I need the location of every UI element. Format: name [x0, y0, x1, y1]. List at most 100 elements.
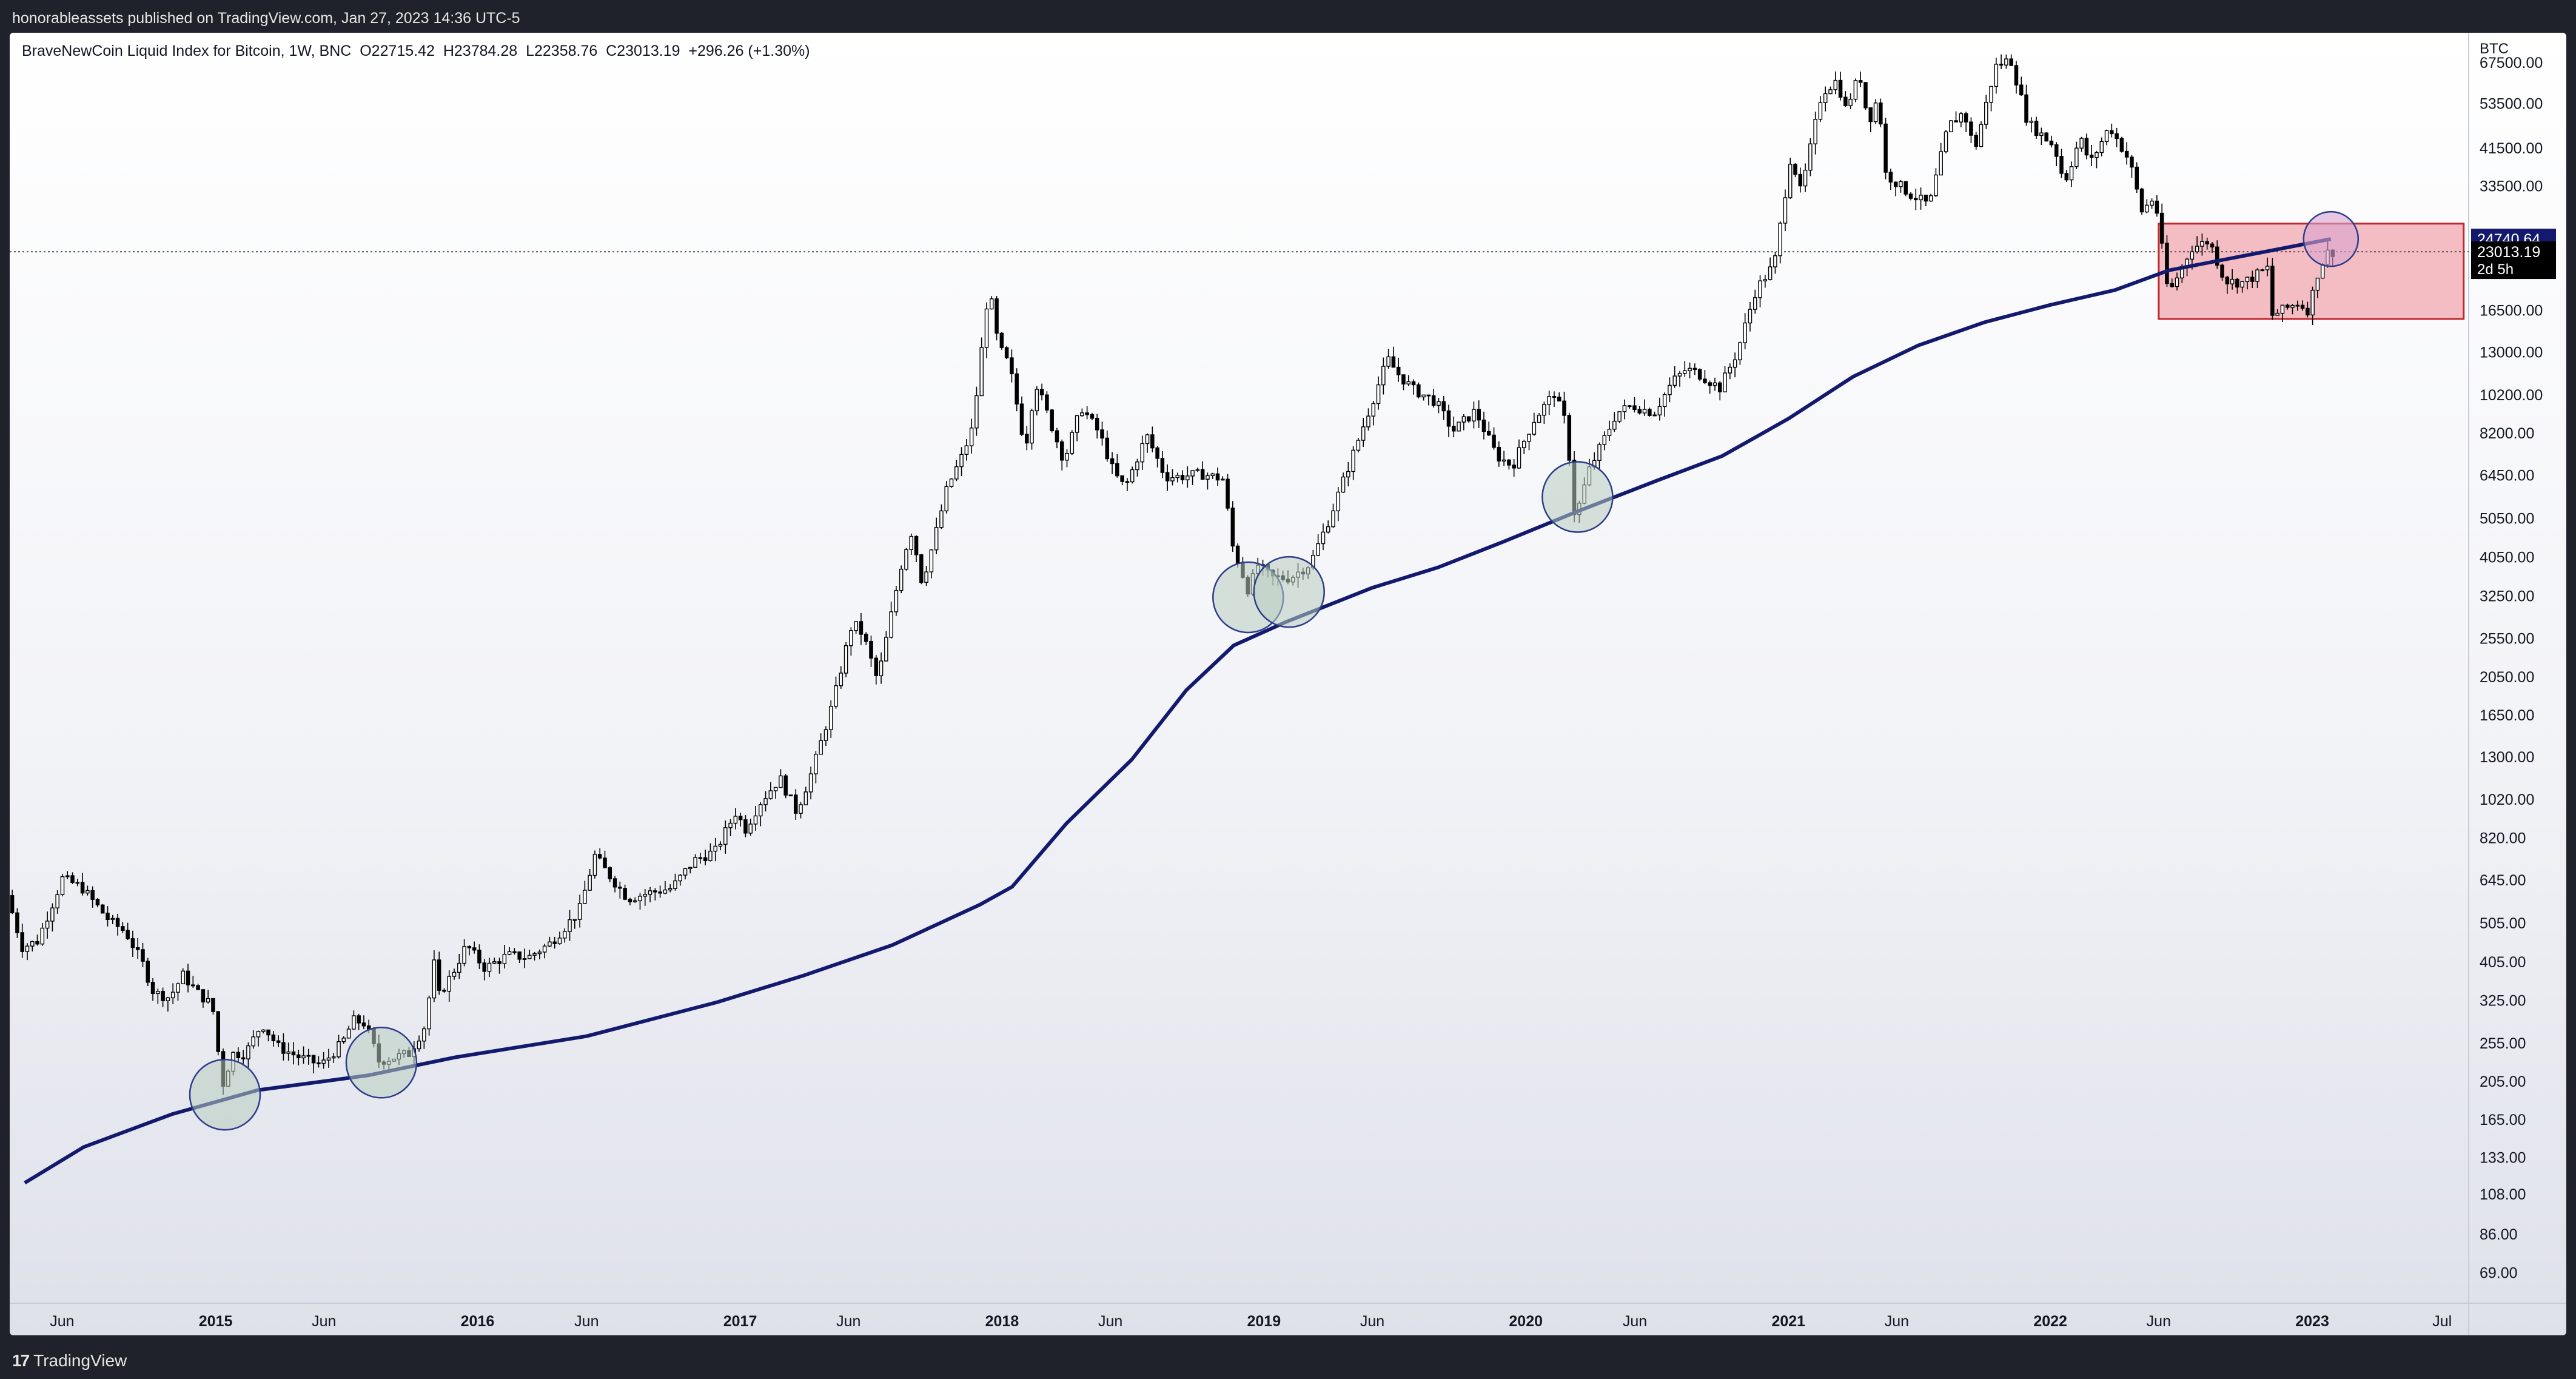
- candle-body: [1095, 418, 1099, 431]
- candle-body: [568, 919, 572, 932]
- candles: [10, 54, 2335, 1095]
- candle-body: [90, 890, 95, 900]
- candle-body: [2275, 312, 2279, 316]
- candle-body: [337, 1041, 341, 1058]
- candle-body: [904, 549, 908, 570]
- footer-bar: 17 TradingView: [0, 1335, 2576, 1379]
- candle-body: [30, 941, 35, 947]
- candle-body: [828, 706, 833, 730]
- candle-body: [286, 1051, 290, 1054]
- candle-body: [668, 888, 673, 891]
- candle-body: [1959, 113, 1964, 122]
- candle-body: [1426, 394, 1431, 397]
- support-touch-circle: [1253, 555, 1325, 628]
- candle-body: [517, 951, 522, 960]
- candle-body: [50, 907, 55, 922]
- time-tick-label: 2018: [985, 1313, 1019, 1330]
- time-tick-label: Jun: [50, 1313, 74, 1330]
- time-tick-label: Jun: [1360, 1313, 1384, 1330]
- candle-body: [100, 904, 105, 914]
- candle-body: [1120, 475, 1124, 482]
- candle-body: [191, 984, 195, 987]
- candle-body: [632, 900, 637, 902]
- price-tick-label: 1650.00: [2480, 707, 2534, 724]
- candle-body: [1321, 531, 1326, 545]
- candle-body: [1170, 477, 1175, 481]
- candle-body: [673, 880, 677, 889]
- candle-body: [2075, 147, 2079, 167]
- candle-body: [969, 428, 974, 446]
- price-tick-label: 8200.00: [2480, 425, 2534, 442]
- chart-panel[interactable]: BTC 67500.00 53500.00 41500.00 33500.00 16500…: [10, 33, 2566, 1335]
- candle-body: [995, 298, 999, 334]
- candle-body: [1708, 382, 1712, 386]
- candle-body: [1873, 102, 1878, 122]
- candle-body: [1642, 409, 1647, 414]
- candle-body: [261, 1029, 266, 1032]
- candle-body: [2019, 84, 2024, 96]
- tradingview-brand: TradingView: [33, 1351, 127, 1370]
- candle-body: [779, 775, 783, 788]
- candle-body: [612, 878, 617, 888]
- candle-body: [161, 991, 165, 1002]
- price-tick-label: 3250.00: [2480, 588, 2534, 605]
- candle-body: [1090, 414, 1095, 419]
- candle-body: [1150, 434, 1155, 449]
- candle-body: [1186, 475, 1190, 480]
- price-tick-label: 16500.00: [2480, 302, 2543, 319]
- candle-body: [251, 1036, 255, 1047]
- support-touch-circle: [189, 1058, 261, 1131]
- candle-body: [924, 571, 928, 583]
- candle-body: [146, 961, 150, 983]
- candle-body: [2014, 65, 2019, 86]
- price-tick-label: 645.00: [2480, 872, 2526, 889]
- candle-body: [803, 791, 808, 805]
- candle-body: [15, 912, 19, 933]
- candle-body: [944, 486, 949, 512]
- candle-body: [1668, 384, 1672, 395]
- candle-body: [919, 554, 924, 583]
- candle-body: [718, 844, 723, 847]
- candle-body: [1888, 172, 1893, 183]
- candle-body: [949, 478, 954, 488]
- price-tick-label: 2550.00: [2480, 631, 2534, 648]
- candle-body: [929, 549, 934, 572]
- candle-body: [548, 941, 552, 947]
- candle-body: [2159, 212, 2164, 244]
- candle-body: [1542, 404, 1546, 416]
- candle-body: [110, 918, 115, 920]
- candle-body: [121, 926, 125, 931]
- current-touch-circle: [2303, 210, 2360, 267]
- candle-body: [1180, 475, 1185, 480]
- candle-body: [1858, 80, 1863, 83]
- candle-body: [1100, 429, 1104, 439]
- candle-body: [20, 932, 24, 952]
- price-tick-label: 67500.00: [2480, 55, 2543, 72]
- candle-body: [1808, 143, 1813, 171]
- candle-body: [678, 874, 683, 882]
- candle-body: [2084, 138, 2089, 156]
- price-tick-label: 1300.00: [2480, 749, 2534, 766]
- candle-body: [1677, 372, 1682, 377]
- candle-body: [1110, 458, 1115, 465]
- candle-body: [1135, 461, 1139, 471]
- candle-body: [1492, 434, 1496, 448]
- candle-body: [1622, 405, 1627, 412]
- candle-body: [1381, 366, 1386, 386]
- candle-body: [763, 798, 768, 805]
- candle-body: [1989, 86, 1993, 103]
- candle-body: [1954, 120, 1958, 122]
- candle-body: [1748, 309, 1753, 324]
- candle-body: [743, 819, 748, 834]
- price-tick-label: 205.00: [2480, 1073, 2526, 1090]
- candle-body: [542, 945, 547, 953]
- candle-body: [1868, 107, 1873, 122]
- candle-body: [819, 740, 823, 755]
- tradingview-logo[interactable]: 17 TradingView: [12, 1351, 127, 1371]
- candle-body: [2135, 166, 2139, 190]
- time-tick-label: 2015: [199, 1313, 233, 1330]
- candle-body: [487, 962, 492, 972]
- candle-body: [492, 961, 497, 964]
- price-tick-label: 1020.00: [2480, 791, 2534, 808]
